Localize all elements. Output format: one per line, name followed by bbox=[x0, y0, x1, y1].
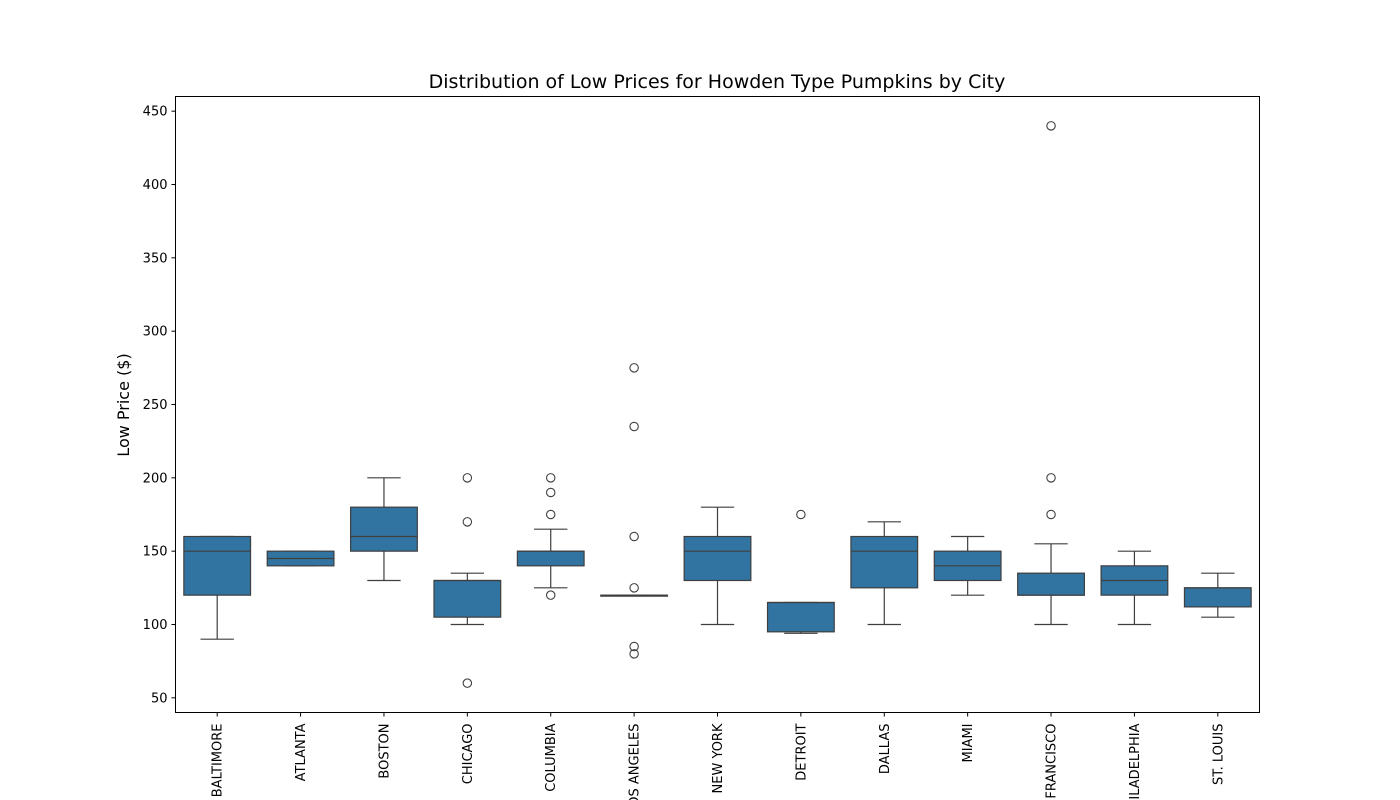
box bbox=[683, 535, 752, 582]
y-tick-label: 250 bbox=[143, 398, 168, 413]
x-tick-label: ST. LOUIS bbox=[1211, 724, 1226, 786]
y-tick-label: 400 bbox=[143, 178, 168, 193]
box bbox=[1017, 572, 1085, 596]
y-tick-label: 150 bbox=[143, 545, 168, 560]
plot-frame bbox=[175, 96, 1260, 713]
outlier-point bbox=[629, 531, 639, 542]
outlier-point bbox=[545, 487, 556, 498]
x-tick-label: DETROIT bbox=[794, 723, 809, 780]
outlier-point bbox=[796, 509, 806, 520]
outlier-point bbox=[545, 473, 556, 483]
x-tick-label: NEW YORK bbox=[711, 723, 726, 793]
outlier-point bbox=[545, 509, 556, 520]
y-axis-title: Low Price ($) bbox=[114, 353, 133, 456]
outlier-point bbox=[629, 583, 639, 593]
outlier-point bbox=[1046, 121, 1056, 131]
x-tick-label: COLUMBIA bbox=[544, 723, 559, 791]
outlier-point bbox=[629, 641, 639, 652]
box bbox=[1183, 587, 1252, 608]
outlier-point bbox=[545, 590, 556, 600]
x-tick-label: BOSTON bbox=[377, 724, 392, 779]
x-tick-label: CHICAGO bbox=[461, 724, 476, 785]
box bbox=[766, 601, 835, 633]
outlier-point bbox=[462, 517, 473, 527]
outlier-point bbox=[1046, 509, 1056, 520]
x-tick-label: ATLANTA bbox=[294, 723, 309, 781]
x-tick-label: MIAMI bbox=[961, 724, 976, 763]
y-tick-label: 300 bbox=[143, 325, 168, 340]
box bbox=[433, 579, 502, 618]
box bbox=[183, 535, 252, 596]
y-tick-label: 450 bbox=[143, 105, 168, 120]
x-tick-label: LOS ANGELES bbox=[628, 724, 643, 800]
y-tick-label: 200 bbox=[143, 471, 168, 486]
outlier-point bbox=[462, 678, 473, 688]
box bbox=[516, 550, 585, 567]
outlier-point bbox=[629, 363, 639, 373]
outlier-point bbox=[462, 473, 473, 483]
y-tick-label: 350 bbox=[143, 251, 168, 266]
plot-area: 50 100 150 200 250 300 350 400 450 BALTIMORE ATLAN… bbox=[143, 105, 1252, 800]
y-tick-label: 100 bbox=[143, 618, 168, 633]
x-tick-label: SAN FRANCISCO bbox=[1045, 724, 1060, 800]
outlier-point bbox=[1046, 473, 1056, 483]
box bbox=[350, 506, 418, 552]
chart-title: Distribution of Low Prices for Howden Ty… bbox=[429, 71, 1006, 93]
x-tick-label: PHILADELPHIA bbox=[1128, 723, 1143, 800]
box bbox=[850, 535, 919, 589]
x-tick-label: BALTIMORE bbox=[211, 724, 226, 798]
outlier-point bbox=[629, 649, 639, 659]
outlier-point bbox=[629, 421, 639, 432]
x-tick-label: DALLAS bbox=[878, 724, 893, 775]
y-tick-label: 50 bbox=[151, 691, 168, 706]
